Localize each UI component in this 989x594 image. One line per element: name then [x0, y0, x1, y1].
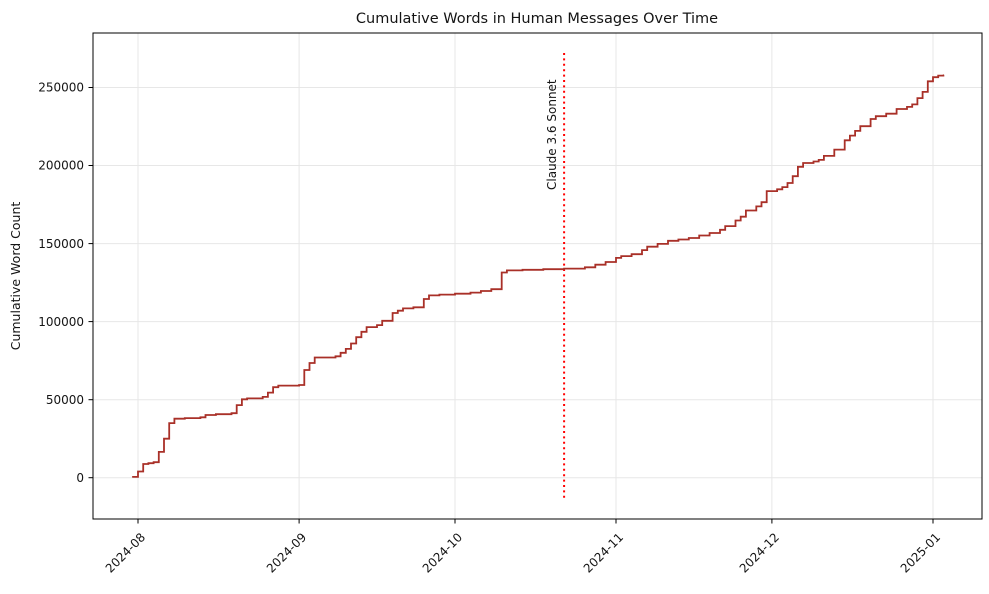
y-tick-label: 150000: [38, 237, 84, 251]
y-tick-label: 200000: [38, 159, 84, 173]
cumulative-words-line: [131, 74, 945, 478]
x-tick-label: 2024-12: [737, 530, 782, 575]
x-tick-label: 2025-01: [898, 530, 943, 575]
chart-title: Cumulative Words in Human Messages Over …: [356, 11, 718, 27]
y-tick-label: 100000: [38, 315, 84, 329]
x-tick-label: 2024-11: [581, 530, 626, 575]
y-tick-label: 250000: [38, 81, 84, 95]
axis-tick-labels: 0 50000 100000 150000 200000 250000 2024-08 202…: [38, 81, 943, 576]
y-axis-label: Cumulative Word Count: [8, 202, 23, 351]
grid-lines: [93, 33, 982, 519]
x-tick-label: 2024-08: [103, 530, 148, 575]
annotation-label: Claude 3.6 Sonnet: [545, 79, 559, 190]
x-tick-label: 2024-10: [420, 530, 465, 575]
data-series-layer: [131, 74, 945, 478]
x-tick-label: 2024-09: [264, 530, 309, 575]
y-tick-label: 0: [76, 471, 84, 485]
axis-ticks: [88, 87, 934, 524]
y-tick-label: 50000: [46, 393, 84, 407]
plot-border: [92, 32, 983, 520]
